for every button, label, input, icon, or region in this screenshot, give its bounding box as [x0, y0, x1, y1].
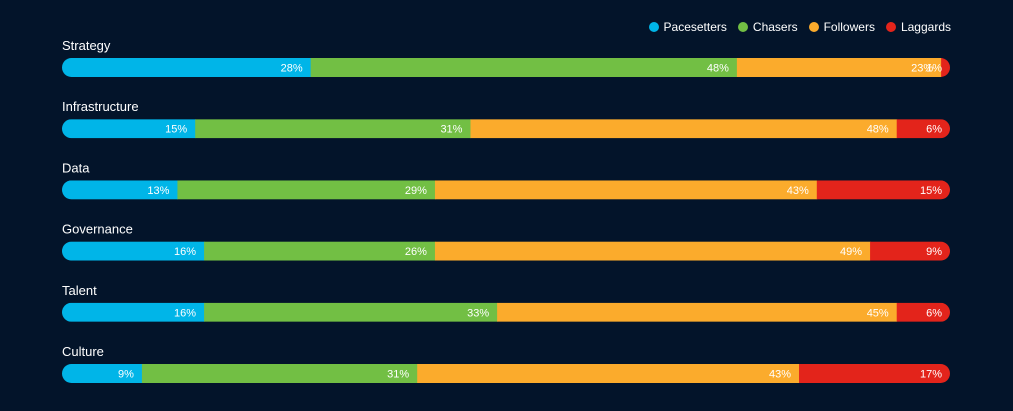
data-label: 26%: [405, 246, 427, 258]
legend-label: Laggards: [900, 20, 951, 34]
legend-label: Followers: [823, 20, 875, 34]
data-label: 28%: [281, 63, 303, 75]
data-label: 49%: [840, 246, 862, 258]
legend-item-chasers: Chasers: [737, 20, 798, 34]
data-label: 16%: [174, 246, 196, 258]
legend-label: Pacesetters: [663, 20, 727, 34]
legend-swatch-icon: [737, 22, 748, 32]
bar-segment-pacesetters: [62, 180, 178, 200]
data-label: 45%: [867, 307, 889, 319]
bar-segment-pacesetters: [62, 241, 205, 261]
data-label: 6%: [926, 124, 942, 136]
data-label: 6%: [926, 307, 942, 319]
data-label: 29%: [405, 185, 427, 197]
bar-segment-chasers: [310, 58, 738, 77]
category-label-governance: Governance: [62, 222, 133, 237]
data-label: 15%: [920, 185, 942, 197]
bar-segment-chasers: [204, 302, 498, 322]
legend-swatch-icon: [885, 22, 896, 32]
data-label: 33%: [467, 307, 489, 319]
bar-segment-followers: [434, 180, 818, 200]
bar-segment-followers: [470, 119, 898, 139]
legend-swatch-icon: [648, 22, 659, 32]
legend-item-followers: Followers: [808, 20, 875, 34]
legend-item-laggards: Laggards: [885, 20, 951, 34]
category-label-data: Data: [62, 160, 90, 175]
bar-data: [62, 180, 950, 200]
category-label-culture: Culture: [62, 344, 104, 359]
legend-swatch-icon: [808, 22, 819, 32]
data-label: 1%: [926, 63, 942, 75]
bar-strategy: [62, 58, 950, 77]
bar-talent: [62, 302, 950, 322]
bar-segment-followers: [434, 241, 871, 261]
bar-segment-laggards: [816, 180, 950, 200]
bar-governance: [62, 241, 950, 261]
data-label: 31%: [440, 124, 462, 136]
bar-infrastructure: [62, 119, 950, 139]
bar-segment-pacesetters: [62, 364, 143, 383]
bar-segment-followers: [497, 302, 898, 322]
data-label: 15%: [165, 124, 187, 136]
bar-segment-pacesetters: [62, 58, 312, 77]
data-label: 23%: [911, 63, 933, 75]
bar-segment-pacesetters: [62, 119, 196, 139]
data-label: 31%: [387, 369, 409, 381]
bar-segment-chasers: [177, 180, 436, 200]
bar-segment-followers: [417, 364, 800, 383]
bar-segment-chasers: [195, 119, 471, 139]
bar-culture: [62, 364, 950, 383]
data-label: 17%: [920, 369, 942, 381]
data-label: 9%: [118, 369, 134, 381]
bar-segment-laggards: [799, 364, 950, 383]
data-label: 9%: [926, 246, 942, 258]
data-label: 13%: [147, 185, 169, 197]
category-label-infrastructure: Infrastructure: [62, 99, 139, 114]
legend-label: Chasers: [752, 20, 798, 34]
data-label: 43%: [769, 369, 791, 381]
data-label: 48%: [867, 124, 889, 136]
data-label: 16%: [174, 307, 196, 319]
bar-segment-chasers: [141, 364, 418, 383]
data-label: 48%: [707, 63, 729, 75]
bar-segment-laggards: [896, 302, 950, 322]
category-label-talent: Talent: [62, 283, 97, 298]
legend-item-pacesetters: Pacesetters: [648, 20, 727, 34]
bar-segment-laggards: [870, 241, 950, 261]
bar-segment-followers: [736, 58, 942, 77]
bar-segment-laggards: [941, 58, 950, 77]
bar-segment-pacesetters: [62, 302, 205, 322]
chart-legend: Pacesetters Chasers Followers Laggards: [648, 20, 951, 34]
bar-segment-laggards: [896, 119, 950, 139]
bar-segment-chasers: [204, 241, 436, 261]
category-label-strategy: Strategy: [62, 38, 111, 53]
data-label: 43%: [787, 185, 809, 197]
